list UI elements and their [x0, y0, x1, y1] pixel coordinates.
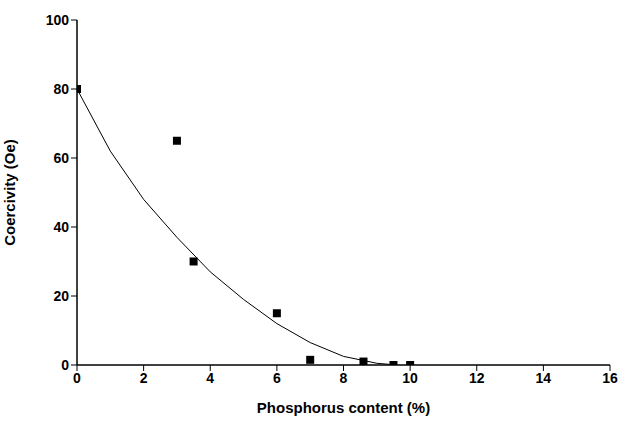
svg-text:100: 100 — [46, 12, 70, 28]
svg-text:6: 6 — [273, 370, 281, 386]
svg-text:0: 0 — [73, 370, 81, 386]
svg-text:60: 60 — [53, 150, 69, 166]
svg-text:14: 14 — [536, 370, 552, 386]
svg-text:8: 8 — [340, 370, 348, 386]
svg-text:10: 10 — [402, 370, 418, 386]
svg-text:Coercivity (Oe): Coercivity (Oe) — [8, 139, 18, 246]
svg-text:16: 16 — [602, 370, 617, 386]
svg-text:4: 4 — [206, 370, 214, 386]
svg-text:20: 20 — [53, 288, 69, 304]
svg-text:12: 12 — [469, 370, 485, 386]
svg-text:2: 2 — [140, 370, 148, 386]
svg-text:40: 40 — [53, 219, 69, 235]
svg-text:Phosphorus content (%): Phosphorus content (%) — [257, 399, 430, 416]
svg-text:0: 0 — [61, 357, 69, 373]
svg-text:80: 80 — [53, 81, 69, 97]
